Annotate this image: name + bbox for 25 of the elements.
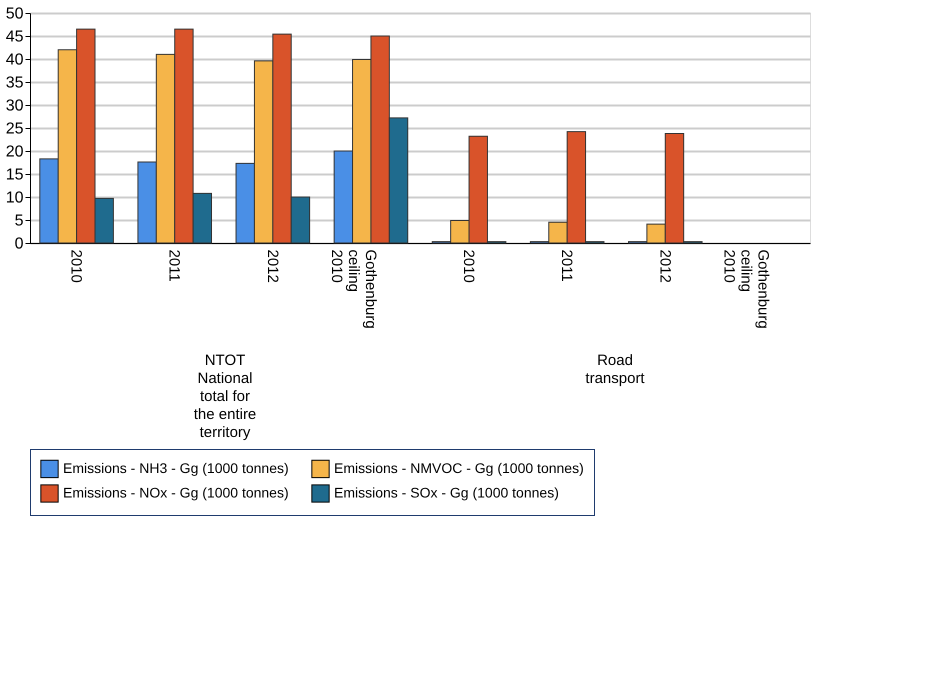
legend-label: Emissions - NH3 - Gg (1000 tonnes) [63,460,289,476]
y-tick-label: 40 [6,52,24,68]
y-tick-label: 30 [6,98,24,114]
y-tick-label: 5 [14,212,24,230]
text: Road transport [585,352,646,387]
x-tick-label: 2011 [558,250,576,282]
x-tick-label: 2012 [656,250,674,283]
y-tick-label: 10 [6,190,24,206]
y-tick-label: 15 [6,166,24,184]
y-tick-label: 0 [14,236,24,252]
legend-label: Emissions - NMVOC - Gg (1000 tonnes) [334,460,584,476]
y-tick-label: 45 [6,28,24,46]
legend-label: Emissions - SOx - Gg (1000 tonnes) [334,484,559,500]
legend-label: Emissions - NOx - Gg (1000 tonnes) [63,484,289,500]
text: NTOT National total for the entire territory [194,352,256,441]
x-tick-label: 2011 [166,250,183,282]
y-tick-label: 35 [6,74,24,92]
y-tick-label: 50 [6,6,24,22]
y-tick-label: 25 [6,120,24,138]
x-tick-label: 2010 [68,250,85,283]
x-tick-label: Gothenburg ceiling 2010 [720,250,772,329]
x-tick-label: 2012 [264,250,281,283]
x-tick-label: 2010 [460,250,478,283]
x-tick-label: Gothenburg ceiling 2010 [328,250,379,329]
y-tick-label: 20 [6,144,24,160]
